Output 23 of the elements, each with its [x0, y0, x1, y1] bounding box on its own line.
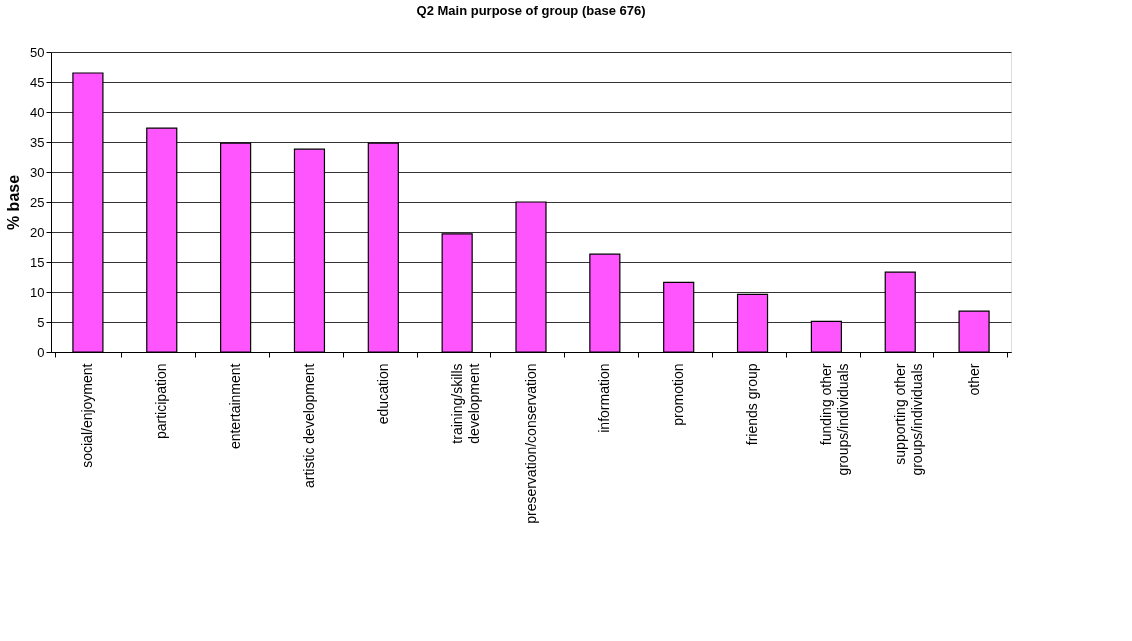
x-tick-label: promotion: [670, 363, 687, 426]
x-tick-label: education: [374, 363, 391, 425]
x-tick-label: social/enjoyment: [79, 363, 96, 468]
y-tick-label: 15: [30, 254, 45, 270]
y-tick-label: 45: [30, 74, 45, 90]
x-tick-label: other: [965, 363, 982, 396]
x-tick-label: participation: [153, 363, 170, 439]
y-tick-label: 20: [30, 224, 45, 240]
chart-title: Q2 Main purpose of group (base 676): [416, 3, 646, 18]
x-tick-label: artistic development: [300, 363, 317, 489]
y-tick-label: 35: [30, 134, 45, 150]
y-axis-title: % base: [5, 174, 23, 231]
y-tick-label: 0: [37, 344, 45, 360]
y-tick-label: 40: [30, 104, 45, 120]
x-tick-label: preservation/conservation: [522, 363, 539, 524]
y-tick-label: 10: [30, 284, 45, 300]
y-tick-label: 5: [37, 314, 45, 330]
y-tick-label: 50: [30, 44, 45, 60]
x-tick-label: friends group: [744, 363, 761, 446]
x-tick-label: entertainment: [227, 363, 244, 450]
y-tick-label: 25: [30, 194, 45, 210]
y-tick-label: 30: [30, 164, 45, 180]
x-tick-label: information: [596, 363, 613, 433]
